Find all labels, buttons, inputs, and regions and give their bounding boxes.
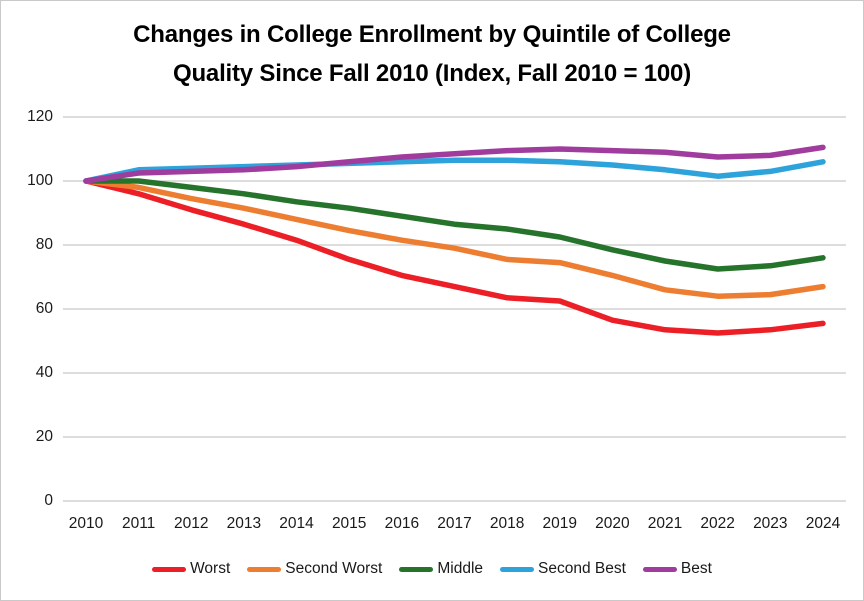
x-tick-label: 2017 [437,515,472,532]
y-tick-label: 60 [35,300,53,317]
y-tick-label: 40 [35,364,53,381]
x-tick-label: 2016 [384,515,420,532]
legend-label-worst: Worst [190,560,231,577]
legend-item-second-worst: Second Worst [247,560,382,578]
legend-label-second-best: Second Best [538,560,626,577]
legend-item-second-best: Second Best [500,560,626,578]
series-line-worst [83,178,826,336]
series-line-second-worst [83,178,826,299]
x-tick-label: 2024 [805,515,841,532]
legend-label-best: Best [680,560,712,577]
legend-item-worst: Worst [152,560,230,578]
x-tick-label: 2014 [279,515,314,532]
legend: Worst Second Worst Middle Second Best Best [1,560,863,578]
x-tick-label: 2018 [489,515,525,532]
x-tick-label: 2013 [226,515,262,532]
chart-title-line2: Quality Since Fall 2010 (Index, Fall 201… [173,60,691,87]
legend-label-second-worst: Second Worst [285,560,383,577]
y-tick-label: 120 [27,108,53,125]
x-tick-label: 2022 [700,515,735,532]
legend-swatch-best [642,566,677,572]
x-tick-label: 2010 [68,515,104,532]
legend-swatch-second-worst [247,566,282,572]
y-tick-label: 20 [35,428,53,445]
x-tick-label: 2012 [174,515,209,532]
series-line-best [83,144,826,184]
y-tick-label: 80 [35,236,53,253]
legend-swatch-second-best [500,566,535,572]
legend-label-middle: Middle [437,560,484,577]
chart-title: Changes in College Enrollment by Quintil… [1,15,863,93]
y-tick-label: 100 [27,172,53,189]
legend-item-middle: Middle [399,560,483,578]
legend-swatch-worst [152,566,187,572]
y-tick-label: 0 [44,492,53,509]
x-tick-label: 2023 [753,515,788,532]
x-tick-label: 2019 [542,515,577,532]
x-tick-label: 2021 [647,515,683,532]
chart-title-line1: Changes in College Enrollment by Quintil… [133,21,731,48]
legend-item-best: Best [642,560,712,578]
x-tick-label: 2011 [121,515,156,532]
series-line-middle [83,178,826,272]
legend-swatch-middle [399,566,434,572]
x-tick-label: 2015 [331,515,367,532]
series-line-second-best [83,157,826,184]
x-tick-label: 2020 [595,515,630,532]
